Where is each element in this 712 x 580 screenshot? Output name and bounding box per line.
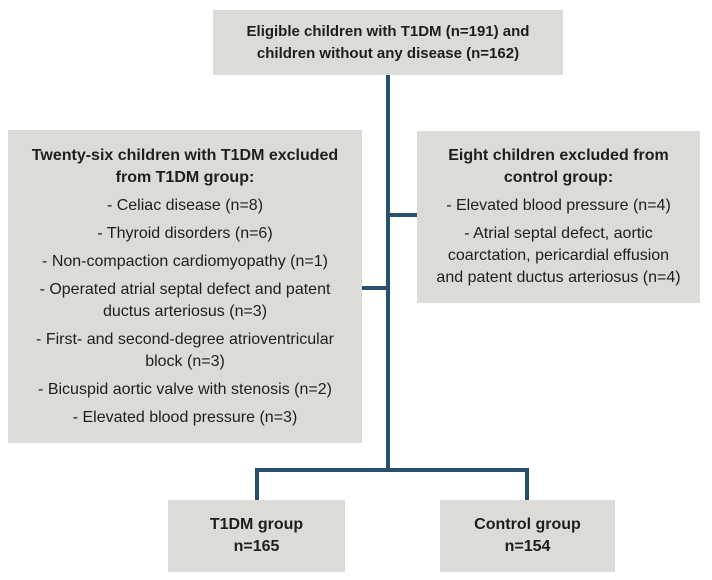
t1dm-exclusion-item: - First- and second-degree atrioventricu… bbox=[36, 330, 334, 370]
t1dm-exclusion-item: - Elevated blood pressure (n=3) bbox=[72, 408, 298, 426]
t1dm-exclusion-item: - Non-compaction cardiomyopathy (n=1) bbox=[42, 252, 328, 270]
control-group-box: Control group n=154 bbox=[440, 500, 615, 572]
connector-stub-control-group bbox=[525, 468, 529, 500]
control-exclusions-heading: Eight children excluded from control gro… bbox=[448, 147, 669, 186]
eligible-children-text: Eligible children with T1DM (n=191) and … bbox=[246, 22, 530, 62]
control-exclusions-box: Eight children excluded from control gro… bbox=[417, 131, 700, 303]
t1dm-exclusions-box: Twenty-six children with T1DM excluded f… bbox=[8, 130, 362, 443]
connector-stub-t1dm-group bbox=[255, 468, 259, 500]
t1dm-exclusion-item: - Thyroid disorders (n=6) bbox=[97, 224, 273, 242]
t1dm-group-text: T1DM group n=165 bbox=[209, 516, 304, 555]
control-exclusion-item: - Atrial septal defect, aortic coarctati… bbox=[436, 225, 681, 286]
t1dm-exclusion-item: - Bicuspid aortic valve with stenosis (n… bbox=[38, 380, 332, 398]
t1dm-group-box: T1DM group n=165 bbox=[168, 500, 345, 572]
control-exclusion-item: - Elevated blood pressure (n=4) bbox=[446, 197, 671, 214]
t1dm-exclusion-item: - Operated atrial septal defect and pate… bbox=[39, 280, 331, 320]
connector-bottom-horizontal bbox=[255, 468, 529, 472]
t1dm-exclusion-item: - Celiac disease (n=8) bbox=[106, 196, 264, 214]
connector-branch-right bbox=[389, 213, 417, 217]
eligible-children-box: Eligible children with T1DM (n=191) and … bbox=[213, 10, 563, 75]
t1dm-exclusions-heading: Twenty-six children with T1DM excluded f… bbox=[31, 146, 339, 186]
connector-main-vertical bbox=[386, 75, 390, 472]
control-group-text: Control group n=154 bbox=[474, 516, 581, 555]
connector-branch-left bbox=[362, 286, 387, 290]
